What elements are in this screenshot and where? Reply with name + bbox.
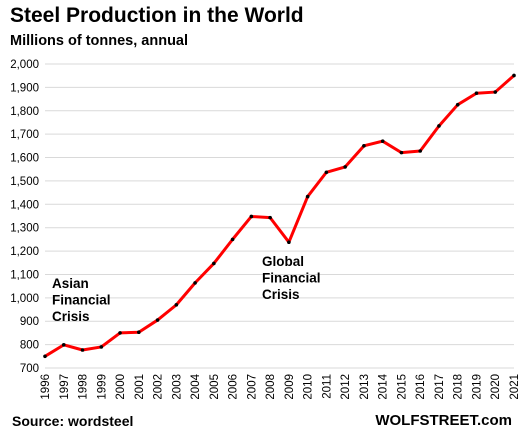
annotation-label: Asian Financial Crisis (52, 276, 111, 324)
y-tick-label: 800 (20, 340, 39, 352)
series-group (43, 73, 516, 359)
data-point (137, 330, 141, 335)
x-tick-label: 2002 (153, 374, 165, 400)
gridlines (45, 63, 514, 369)
x-tick-label: 2004 (190, 373, 202, 399)
x-tick-label: 2003 (171, 374, 183, 400)
x-axis-ticks: 1996 1997 1998 1999 2000 2001 2002 2003 2004 2005… (40, 373, 521, 399)
data-point (380, 139, 385, 143)
data-point (80, 348, 85, 352)
data-point (455, 102, 460, 107)
x-tick-label: 2014 (378, 373, 390, 399)
y-tick-label: 1,600 (10, 153, 39, 165)
x-tick-label: 1996 (40, 374, 52, 400)
x-tick-label: 2018 (453, 374, 465, 400)
x-tick-label: 2000 (115, 374, 127, 400)
x-tick-label: 1997 (59, 374, 71, 400)
y-tick-label: 1,800 (10, 106, 39, 118)
x-tick-label: 2007 (246, 374, 258, 400)
chart-subtitle: Millions of tonnes, annual (10, 33, 189, 49)
data-point (305, 194, 310, 199)
data-point (118, 331, 122, 335)
source-note: Source: wordsteel (12, 413, 134, 429)
x-tick-label: 2012 (340, 374, 352, 400)
data-point (174, 303, 179, 307)
data-point (418, 149, 423, 153)
y-tick-label: 2,000 (10, 59, 39, 71)
data-point (362, 144, 366, 148)
data-point (474, 91, 479, 96)
y-tick-label: 1,900 (10, 82, 39, 94)
x-tick-label: 2013 (359, 374, 371, 400)
x-tick-label: 2019 (471, 374, 483, 400)
x-tick-label: 2016 (415, 374, 427, 400)
y-tick-label: 700 (20, 363, 39, 375)
data-point (212, 261, 216, 266)
data-point (343, 165, 347, 169)
y-tick-label: 900 (20, 316, 39, 328)
data-point (324, 170, 329, 175)
x-tick-label: 1999 (96, 374, 108, 400)
x-tick-label: 1998 (78, 374, 90, 400)
x-tick-label: 2006 (228, 374, 240, 400)
chart-title: Steel Production in the World (10, 4, 304, 27)
data-point (249, 214, 254, 219)
data-point (493, 90, 498, 94)
series-line (43, 73, 516, 358)
y-tick-label: 1,700 (10, 129, 39, 141)
x-tick-label: 2005 (209, 374, 221, 400)
y-tick-label: 1,400 (10, 199, 39, 211)
x-tick-label: 2020 (490, 374, 502, 400)
y-axis-ticks: 700 800 900 1,000 1,100 1,200 1,300 1,400 1,500 1… (10, 59, 39, 375)
data-point (512, 73, 516, 78)
y-tick-label: 1,300 (10, 223, 39, 235)
brand-logo-text: WOLFSTREET.com (375, 412, 512, 429)
data-point (99, 345, 104, 349)
data-point (287, 240, 291, 244)
data-point (61, 343, 66, 347)
y-tick-label: 1,000 (10, 293, 39, 305)
x-tick-label: 2009 (284, 374, 296, 400)
data-point (193, 281, 197, 285)
x-tick-label: 2011 (321, 374, 333, 399)
data-point (399, 150, 404, 155)
annotations: Asian Financial Crisis Global Financial Crisi… (52, 254, 321, 324)
x-tick-label: 2017 (434, 374, 446, 400)
y-tick-label: 1,200 (10, 246, 39, 258)
data-point (230, 237, 235, 242)
y-tick-label: 1,500 (10, 176, 39, 188)
x-tick-label: 2021 (509, 374, 521, 400)
data-point (155, 318, 160, 322)
data-point (437, 124, 441, 128)
x-tick-label: 2008 (265, 374, 277, 400)
x-tick-label: 2015 (396, 374, 408, 400)
y-tick-label: 1,100 (10, 269, 39, 281)
annotation-label: Global Financial Crisis (262, 254, 321, 302)
x-tick-label: 2010 (303, 374, 315, 400)
x-tick-label: 2001 (134, 374, 146, 400)
data-point (268, 215, 272, 220)
data-point (43, 354, 47, 359)
